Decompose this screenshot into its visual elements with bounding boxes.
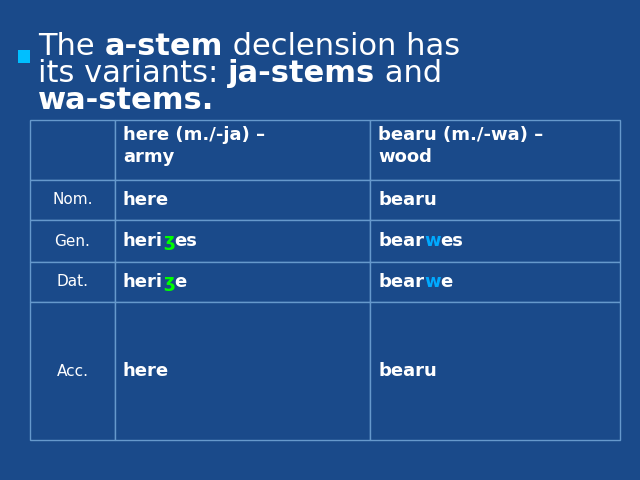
- Bar: [370, 180, 620, 220]
- Bar: [115, 262, 370, 302]
- Text: ja-stems: ja-stems: [228, 59, 375, 88]
- Bar: [30, 180, 115, 220]
- Text: e: e: [440, 273, 453, 291]
- Text: a-stem: a-stem: [104, 32, 223, 61]
- Text: e: e: [175, 273, 187, 291]
- Bar: [370, 302, 620, 440]
- Text: wa-stems.: wa-stems.: [38, 86, 214, 115]
- Text: heri: heri: [123, 232, 163, 250]
- Bar: [30, 262, 115, 302]
- Text: here (m./-ja) –
army: here (m./-ja) – army: [123, 126, 265, 166]
- Text: here: here: [123, 191, 169, 209]
- Text: The: The: [38, 32, 104, 61]
- Text: Nom.: Nom.: [52, 192, 93, 207]
- Bar: [30, 302, 115, 440]
- Text: its variants:: its variants:: [38, 59, 228, 88]
- Text: declension has: declension has: [223, 32, 460, 61]
- Text: ʒ: ʒ: [163, 232, 175, 250]
- Bar: [115, 220, 370, 262]
- Bar: [115, 302, 370, 440]
- Text: heri: heri: [123, 273, 163, 291]
- Text: bearu: bearu: [378, 191, 436, 209]
- Text: and: and: [375, 59, 442, 88]
- Text: Acc.: Acc.: [56, 363, 88, 379]
- Text: here: here: [123, 362, 169, 380]
- Text: bearu: bearu: [378, 362, 436, 380]
- Bar: [370, 120, 620, 180]
- Text: w: w: [424, 232, 440, 250]
- Bar: [370, 220, 620, 262]
- Bar: [18, 50, 30, 63]
- Text: Gen.: Gen.: [54, 233, 90, 249]
- Bar: [370, 262, 620, 302]
- Text: es: es: [440, 232, 463, 250]
- Text: w: w: [424, 273, 440, 291]
- Text: Dat.: Dat.: [56, 275, 88, 289]
- Text: bear: bear: [378, 232, 424, 250]
- Text: bear: bear: [378, 273, 424, 291]
- Bar: [115, 180, 370, 220]
- Bar: [30, 120, 115, 180]
- Text: es: es: [175, 232, 197, 250]
- Text: bearu (m./-wa) –
wood: bearu (m./-wa) – wood: [378, 126, 543, 166]
- Text: ʒ: ʒ: [163, 273, 175, 291]
- Bar: [30, 220, 115, 262]
- Bar: [115, 120, 370, 180]
